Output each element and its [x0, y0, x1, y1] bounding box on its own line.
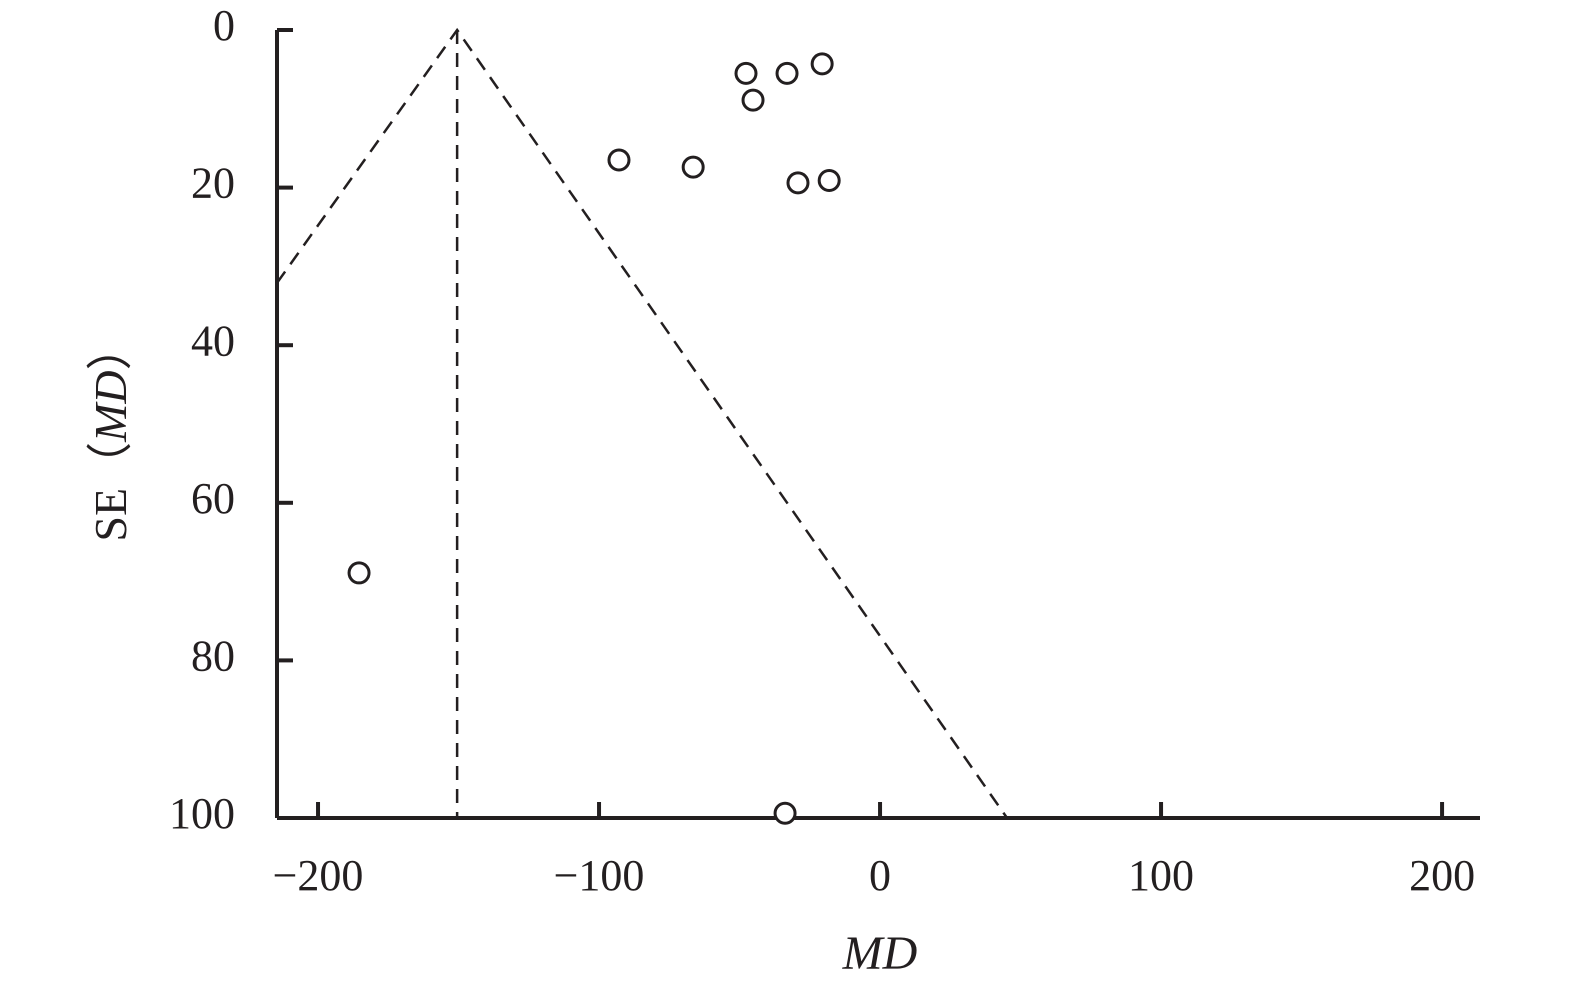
- study-point: [347, 561, 371, 585]
- y-label-part: MD: [85, 370, 136, 443]
- x-tick-label: 100: [1128, 851, 1194, 900]
- y-label-part: SE（: [85, 442, 136, 542]
- x-axis-label: MD: [842, 927, 918, 980]
- study-point: [773, 801, 797, 825]
- y-tick-label: 40: [191, 316, 235, 365]
- study-point: [810, 52, 834, 76]
- y-tick-label: 80: [191, 631, 235, 680]
- study-point: [741, 88, 765, 112]
- study-point: [775, 61, 799, 85]
- study-point: [817, 169, 841, 193]
- y-tick-label: 20: [191, 159, 235, 208]
- study-point: [786, 171, 810, 195]
- x-tick-label: 0: [869, 851, 891, 900]
- y-axis-label: SE（MD）: [85, 324, 136, 541]
- y-label-part: ）: [85, 324, 136, 370]
- x-tick-label: −200: [273, 851, 364, 900]
- study-point: [681, 155, 705, 179]
- y-tick-label: 100: [169, 789, 235, 838]
- study-point: [607, 148, 631, 172]
- study-point: [734, 61, 758, 85]
- x-tick-label: −100: [554, 851, 645, 900]
- y-tick-label: 0: [213, 1, 235, 50]
- y-tick-label: 60: [191, 474, 235, 523]
- x-tick-label: 200: [1409, 851, 1475, 900]
- funnel-line: [277, 27, 1009, 818]
